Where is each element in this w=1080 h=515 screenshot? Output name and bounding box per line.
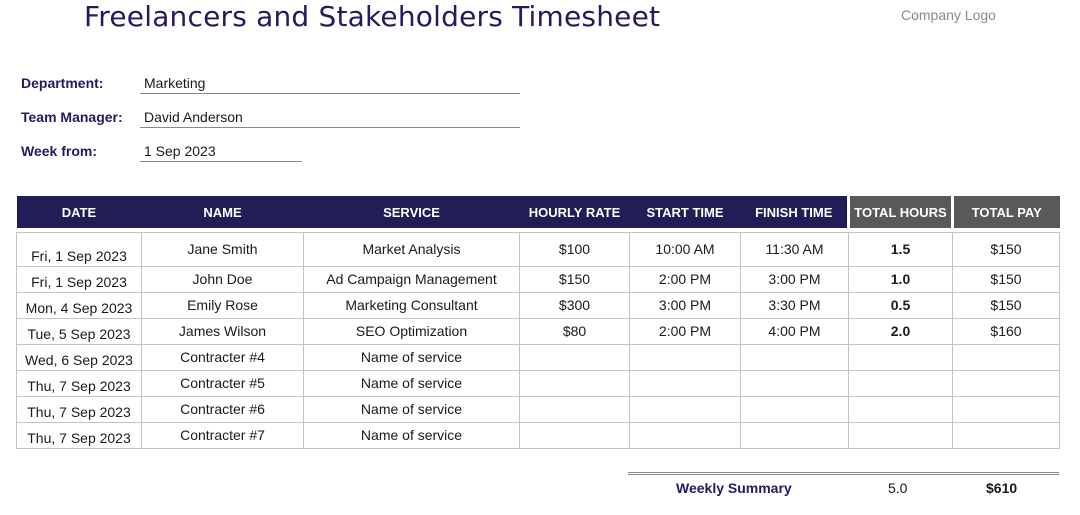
timesheet-table: DATE NAME SERVICE HOURLY RATE START TIME…: [16, 196, 1060, 449]
finish-time-cell[interactable]: 11:30 AM: [740, 231, 849, 267]
weekly-total-hours: 5.0: [888, 480, 908, 496]
table-row: Wed, 6 Sep 2023 Contracter #4 Name of serv…: [16, 343, 1060, 371]
hourly-rate-cell[interactable]: [519, 343, 630, 371]
service-cell[interactable]: Ad Campaign Management: [303, 265, 520, 293]
column-header-service: SERVICE: [303, 196, 520, 228]
start-time-cell[interactable]: 2:00 PM: [629, 317, 741, 345]
service-cell[interactable]: Name of service: [303, 369, 520, 397]
service-cell[interactable]: SEO Optimization: [303, 317, 520, 345]
table-row: Thu, 7 Sep 2023 Contracter #5 Name of serv…: [16, 369, 1060, 397]
total-pay-cell[interactable]: $150: [952, 231, 1060, 267]
column-header-total-hours: TOTAL HOURS: [847, 196, 953, 228]
finish-time-cell[interactable]: [740, 343, 849, 371]
start-time-cell[interactable]: [629, 369, 741, 397]
total-hours-cell[interactable]: [848, 369, 953, 397]
total-pay-cell[interactable]: [952, 421, 1060, 449]
start-time-cell[interactable]: [629, 421, 741, 449]
column-header-name: NAME: [141, 196, 304, 228]
hourly-rate-cell[interactable]: $300: [519, 291, 630, 319]
weekly-total-pay: $610: [986, 480, 1018, 496]
service-cell[interactable]: Market Analysis: [303, 231, 520, 267]
service-cell[interactable]: Name of service: [303, 343, 520, 371]
start-time-cell[interactable]: 3:00 PM: [629, 291, 741, 319]
table-row: Thu, 7 Sep 2023 Contracter #7 Name of serv…: [16, 421, 1060, 449]
team-manager-label: Team Manager:: [21, 109, 123, 125]
name-cell[interactable]: Contracter #5: [141, 369, 304, 397]
total-pay-cell[interactable]: $150: [952, 265, 1060, 293]
total-hours-cell[interactable]: 1.5: [848, 231, 953, 267]
column-header-total-pay: TOTAL PAY: [951, 196, 1060, 228]
column-header-date: DATE: [16, 196, 142, 228]
hourly-rate-cell[interactable]: [519, 395, 630, 423]
week-from-label: Week from:: [21, 143, 97, 159]
week-from-field[interactable]: 1 Sep 2023: [140, 143, 302, 162]
total-hours-cell[interactable]: 1.0: [848, 265, 953, 293]
finish-time-cell[interactable]: [740, 395, 849, 423]
date-cell[interactable]: Thu, 7 Sep 2023: [16, 395, 142, 423]
table-row: Thu, 7 Sep 2023 Contracter #6 Name of serv…: [16, 395, 1060, 423]
hourly-rate-cell[interactable]: [519, 421, 630, 449]
table-row: Tue, 5 Sep 2023 James Wilson SEO Optimizat…: [16, 317, 1060, 345]
start-time-cell[interactable]: [629, 343, 741, 371]
finish-time-cell[interactable]: 3:00 PM: [740, 265, 849, 293]
total-hours-cell[interactable]: [848, 421, 953, 449]
total-pay-cell[interactable]: $150: [952, 291, 1060, 319]
finish-time-cell[interactable]: 4:00 PM: [740, 317, 849, 345]
start-time-cell[interactable]: 10:00 AM: [629, 231, 741, 267]
team-manager-field[interactable]: David Anderson: [140, 109, 520, 128]
hourly-rate-cell[interactable]: $100: [519, 231, 630, 267]
summary-divider: [628, 472, 1059, 475]
table-header-row: DATE NAME SERVICE HOURLY RATE START TIME…: [16, 196, 1060, 228]
name-cell[interactable]: James Wilson: [141, 317, 304, 345]
service-cell[interactable]: Name of service: [303, 421, 520, 449]
date-cell[interactable]: Fri, 1 Sep 2023: [16, 231, 142, 267]
finish-time-cell[interactable]: [740, 369, 849, 397]
department-field[interactable]: Marketing: [140, 75, 520, 94]
hourly-rate-cell[interactable]: $150: [519, 265, 630, 293]
department-label: Department:: [21, 75, 104, 91]
total-hours-cell[interactable]: 2.0: [848, 317, 953, 345]
name-cell[interactable]: Contracter #6: [141, 395, 304, 423]
finish-time-cell[interactable]: 3:30 PM: [740, 291, 849, 319]
company-logo-placeholder: Company Logo: [901, 7, 996, 23]
table-row: Fri, 1 Sep 2023 John Doe Ad Campaign Manag…: [16, 265, 1060, 293]
total-pay-cell[interactable]: $160: [952, 317, 1060, 345]
name-cell[interactable]: Emily Rose: [141, 291, 304, 319]
service-cell[interactable]: Name of service: [303, 395, 520, 423]
name-cell[interactable]: Contracter #7: [141, 421, 304, 449]
name-cell[interactable]: Contracter #4: [141, 343, 304, 371]
total-pay-cell[interactable]: [952, 369, 1060, 397]
date-cell[interactable]: Tue, 5 Sep 2023: [16, 317, 142, 345]
date-cell[interactable]: Mon, 4 Sep 2023: [16, 291, 142, 319]
total-pay-cell[interactable]: [952, 395, 1060, 423]
weekly-summary-label: Weekly Summary: [676, 480, 792, 496]
column-header-start-time: START TIME: [629, 196, 741, 228]
date-cell[interactable]: Thu, 7 Sep 2023: [16, 421, 142, 449]
total-hours-cell[interactable]: [848, 395, 953, 423]
total-hours-cell[interactable]: 0.5: [848, 291, 953, 319]
table-row: Mon, 4 Sep 2023 Emily Rose Marketing Consu…: [16, 291, 1060, 319]
table-row: Fri, 1 Sep 2023 Jane Smith Market Analysis…: [16, 231, 1060, 267]
date-cell[interactable]: Thu, 7 Sep 2023: [16, 369, 142, 397]
total-pay-cell[interactable]: [952, 343, 1060, 371]
page-title: Freelancers and Stakeholders Timesheet: [84, 0, 661, 33]
name-cell[interactable]: John Doe: [141, 265, 304, 293]
start-time-cell[interactable]: [629, 395, 741, 423]
column-header-hourly-rate: HOURLY RATE: [519, 196, 630, 228]
hourly-rate-cell[interactable]: $80: [519, 317, 630, 345]
column-header-finish-time: FINISH TIME: [740, 196, 849, 228]
date-cell[interactable]: Wed, 6 Sep 2023: [16, 343, 142, 371]
date-cell[interactable]: Fri, 1 Sep 2023: [16, 265, 142, 293]
start-time-cell[interactable]: 2:00 PM: [629, 265, 741, 293]
name-cell[interactable]: Jane Smith: [141, 231, 304, 267]
finish-time-cell[interactable]: [740, 421, 849, 449]
service-cell[interactable]: Marketing Consultant: [303, 291, 520, 319]
hourly-rate-cell[interactable]: [519, 369, 630, 397]
total-hours-cell[interactable]: [848, 343, 953, 371]
